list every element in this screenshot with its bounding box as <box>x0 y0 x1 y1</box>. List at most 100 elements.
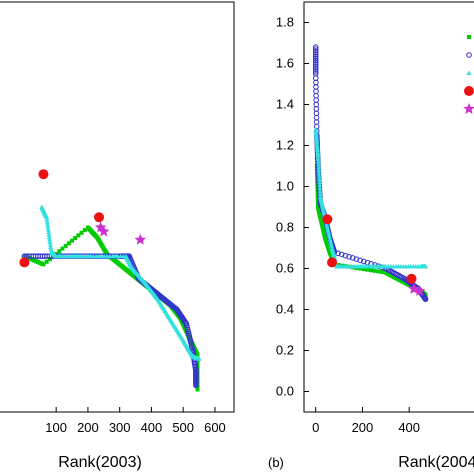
data-point-big-circle <box>327 257 338 268</box>
x-tick-label: 600 <box>204 420 226 435</box>
panel-a: Rank(2003) 100 200 300 400 500 600 <box>0 1 235 471</box>
data-point-square <box>376 269 381 274</box>
data-point-star <box>408 283 420 294</box>
panel-b-tag: (b) <box>268 455 284 470</box>
data-point-circle <box>312 69 319 75</box>
x-tick-label: 200 <box>352 420 374 435</box>
data-point-triangle <box>316 176 322 182</box>
data-point-triangle <box>317 179 323 185</box>
data-point-triangle <box>327 236 333 242</box>
data-point-triangle <box>46 232 52 237</box>
data-point-star <box>134 233 146 245</box>
data-point-square <box>358 266 363 271</box>
data-point-triangle <box>196 356 202 361</box>
data-point-square <box>195 387 200 392</box>
legend-marker-circle <box>466 52 472 58</box>
data-point-triangle <box>44 217 50 222</box>
data-point-triangle <box>44 219 50 225</box>
panel-a-xlabel: Rank(2003) <box>58 454 142 471</box>
legend-marker-square <box>467 35 471 39</box>
panel-b-frame <box>303 1 474 413</box>
data-point-triangle <box>326 230 332 235</box>
data-point-star <box>414 285 426 296</box>
data-point-triangle <box>47 237 53 242</box>
data-point-circle <box>312 44 319 50</box>
data-point-square <box>63 243 68 248</box>
data-point-circle <box>335 250 341 257</box>
data-point-triangle <box>48 244 54 250</box>
data-point-circle <box>353 256 360 262</box>
legend-marker-triangle <box>466 70 472 75</box>
data-point-big-circle <box>94 212 105 223</box>
data-point-triangle <box>317 182 323 188</box>
data-point-circle <box>312 50 319 56</box>
y-tick-label: 0.2 <box>276 343 294 358</box>
data-point-circle <box>312 59 319 66</box>
data-point-circle <box>422 296 429 303</box>
data-point-circle <box>312 61 319 68</box>
data-point-circle <box>312 63 319 69</box>
y-tick-label: 1.2 <box>276 138 294 153</box>
panel-b: (b) Rank(2004) 0 200 400 0.0 0.2 0.4 0.6 0.8 1.0… <box>268 1 474 471</box>
data-point-circle <box>312 65 319 71</box>
data-point-square <box>57 249 62 254</box>
data-point-triangle <box>328 238 334 244</box>
x-tick-label: 500 <box>172 420 194 435</box>
data-point-circle <box>342 252 349 259</box>
data-point-triangle <box>315 159 321 164</box>
data-point-triangle <box>46 234 52 240</box>
data-point-triangle <box>423 263 429 269</box>
data-point-triangle <box>316 173 322 179</box>
x-tick-label: 0 <box>312 420 319 435</box>
plot-area <box>19 169 202 392</box>
plot-area <box>312 44 429 303</box>
y-tick-label: 0.8 <box>276 220 294 235</box>
data-point-triangle <box>327 234 333 240</box>
y-tick-label: 1.6 <box>276 56 294 71</box>
data-point-triangle <box>316 162 322 167</box>
data-point-circle <box>312 53 319 60</box>
data-point-triangle <box>329 243 335 248</box>
data-point-triangle <box>45 227 51 232</box>
data-point-big-circle <box>406 273 417 284</box>
data-point-circle <box>312 51 319 58</box>
data-point-square <box>361 267 366 272</box>
data-point-triangle <box>45 224 51 230</box>
y-tick-label: 0.4 <box>276 302 294 317</box>
data-point-square <box>365 267 370 272</box>
data-point-square <box>60 246 65 251</box>
data-point-triangle <box>326 232 332 237</box>
legend-marker-big-circle <box>464 86 474 96</box>
data-point-triangle <box>45 222 51 227</box>
x-tick-label: 400 <box>398 420 420 435</box>
data-point-triangle <box>325 225 331 231</box>
panel-b-xlabel: Rank(2004) <box>398 454 474 471</box>
y-tick-label: 1.0 <box>276 179 294 194</box>
data-point-big-circle <box>322 214 333 225</box>
data-point-circle <box>346 253 352 260</box>
x-tick-label: 100 <box>45 420 67 435</box>
x-tick-label: 200 <box>77 420 99 435</box>
y-tick-label: 1.8 <box>276 15 294 30</box>
data-point-circle <box>312 57 319 64</box>
data-point-big-circle <box>38 169 49 180</box>
data-point-square <box>82 228 87 233</box>
data-point-triangle <box>317 191 323 196</box>
data-point-circle <box>357 257 363 264</box>
data-point-star <box>98 225 110 237</box>
data-point-triangle <box>316 170 322 176</box>
data-point-square <box>73 236 78 241</box>
data-point-square <box>66 241 71 246</box>
data-point-triangle <box>316 164 322 170</box>
data-point-square <box>44 259 49 264</box>
data-point-square <box>372 268 377 273</box>
data-point-circle <box>349 255 356 261</box>
data-point-square <box>79 230 84 235</box>
data-point-circle <box>360 258 367 265</box>
data-point-circle <box>312 46 319 52</box>
data-point-big-circle <box>19 257 30 268</box>
data-point-circle <box>338 251 345 258</box>
data-point-triangle <box>315 153 321 158</box>
data-point-square <box>380 270 385 275</box>
